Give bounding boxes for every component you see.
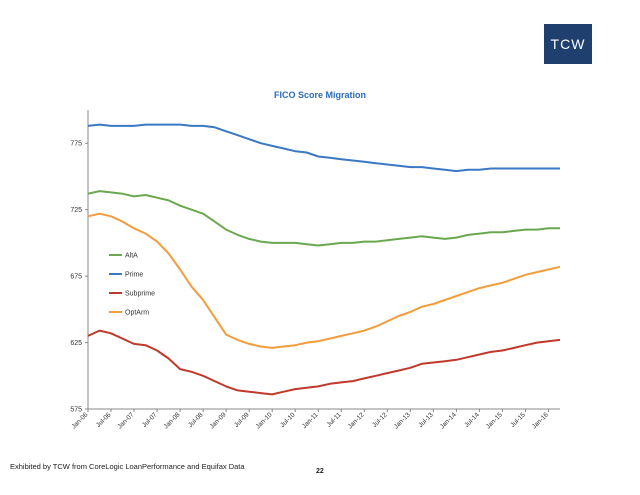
y-tick-label: 775 — [70, 141, 82, 148]
x-tick-label: Jul-09 — [233, 411, 251, 429]
x-tick-label: Jul-07 — [141, 411, 159, 429]
x-tick-label: Jan-12 — [347, 411, 366, 430]
series-line-optarm — [87, 212, 561, 349]
y-tick-label: 625 — [70, 340, 82, 347]
series-line-subprime — [87, 329, 561, 396]
y-tick-label: 725 — [70, 207, 82, 214]
x-tick-label: Jan-14 — [439, 411, 458, 430]
logo-text: TCW — [550, 36, 586, 52]
x-tick-label: Jul-06 — [95, 411, 113, 429]
x-tick-label: Jan-11 — [301, 411, 320, 430]
series-line-prime — [87, 123, 560, 173]
x-tick-label: Jul-11 — [326, 411, 343, 428]
x-tick-label: Jan-09 — [209, 411, 228, 430]
chart-title: FICO Score Migration — [273, 90, 366, 100]
x-tick-label: Jan-08 — [163, 411, 182, 430]
legend-label-subprime: Subprime — [125, 291, 155, 298]
page-number: 22 — [316, 468, 324, 475]
legend-label-optarm: OptArm — [125, 310, 149, 317]
legend-label-alta: AltA — [125, 253, 138, 260]
x-tick-label: Jul-08 — [187, 411, 205, 429]
x-tick-label: Jan-16 — [531, 411, 550, 430]
tcw-logo: TCW — [544, 24, 592, 64]
x-tick-label: Jan-15 — [485, 411, 504, 430]
x-tick-label: Jul-12 — [371, 411, 389, 429]
y-tick-label: 675 — [70, 274, 82, 281]
legend-label-prime: Prime — [125, 272, 143, 279]
series-line-alta — [87, 190, 560, 247]
x-tick-label: Jul-15 — [509, 411, 527, 429]
y-tick-label: 575 — [70, 407, 82, 414]
x-tick-label: Jan-10 — [255, 411, 274, 430]
x-tick-label: Jul-13 — [417, 411, 435, 429]
x-tick-label: Jan-13 — [393, 411, 412, 430]
x-tick-label: Jul-10 — [279, 411, 297, 429]
source-footnote: Exhibited by TCW from CoreLogic LoanPerf… — [10, 462, 245, 471]
x-tick-label: Jul-14 — [463, 411, 481, 429]
x-tick-label: Jan-07 — [116, 411, 135, 430]
x-tick-label: Jan-06 — [70, 411, 89, 430]
